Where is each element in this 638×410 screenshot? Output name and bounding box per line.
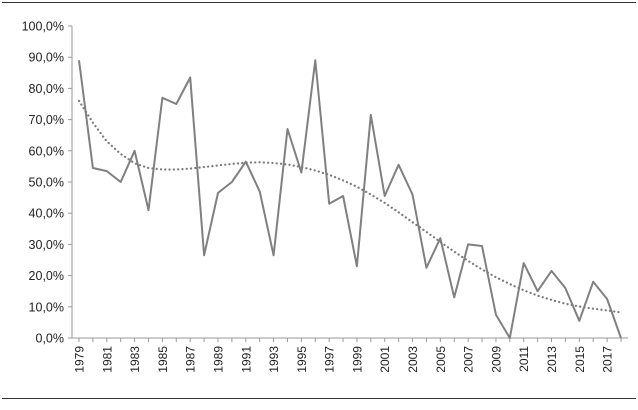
- y-tick-label: 0,0%: [36, 332, 65, 346]
- x-axis: 1979 1981 1983 1985 1987 1989 1991 1993 1995 1997…: [72, 338, 628, 373]
- x-tick-label: 2013: [545, 346, 559, 373]
- x-tick-label: 2009: [489, 346, 503, 373]
- y-tick-label: 20,0%: [29, 269, 64, 283]
- y-tick-label: 100,0%: [22, 20, 64, 34]
- x-tick-label: 2015: [573, 346, 587, 373]
- y-tick-label: 30,0%: [29, 238, 64, 252]
- x-tick-label: 2003: [406, 346, 420, 373]
- x-tick-label: 1993: [267, 346, 281, 373]
- x-tick-label: 1997: [323, 346, 337, 373]
- x-tick-label: 1995: [295, 346, 309, 373]
- x-tick-label: 2001: [378, 346, 392, 373]
- x-tick-label: 1983: [128, 346, 142, 373]
- y-tick-label: 40,0%: [29, 207, 64, 221]
- y-tick-label: 60,0%: [29, 144, 64, 158]
- y-axis: 0,0% 10,0% 20,0% 30,0% 40,0% 50,0% 60,0% 70,0% 8…: [22, 20, 72, 346]
- x-tick-label: 1979: [73, 346, 87, 373]
- x-tick-label: 1981: [100, 346, 114, 373]
- x-tick-label: 2007: [462, 346, 476, 373]
- x-tick-label: 1999: [350, 346, 364, 373]
- x-tick-label: 2011: [517, 346, 531, 372]
- x-tick-label: 2017: [601, 346, 615, 373]
- y-tick-label: 70,0%: [29, 113, 64, 127]
- x-tick-label: 1989: [211, 346, 225, 373]
- y-tick-label: 80,0%: [29, 82, 64, 96]
- trend-line-dotted: [79, 101, 621, 313]
- x-tick-label: 1991: [239, 346, 253, 373]
- y-tick-label: 50,0%: [29, 176, 64, 190]
- x-tick-label: 2005: [434, 346, 448, 373]
- y-tick-label: 90,0%: [29, 51, 64, 65]
- series-line: [79, 60, 621, 338]
- x-tick-label: 1987: [184, 346, 198, 373]
- y-tick-label: 10,0%: [29, 300, 64, 314]
- x-tick-label: 1985: [156, 346, 170, 373]
- series-layer: [79, 60, 621, 338]
